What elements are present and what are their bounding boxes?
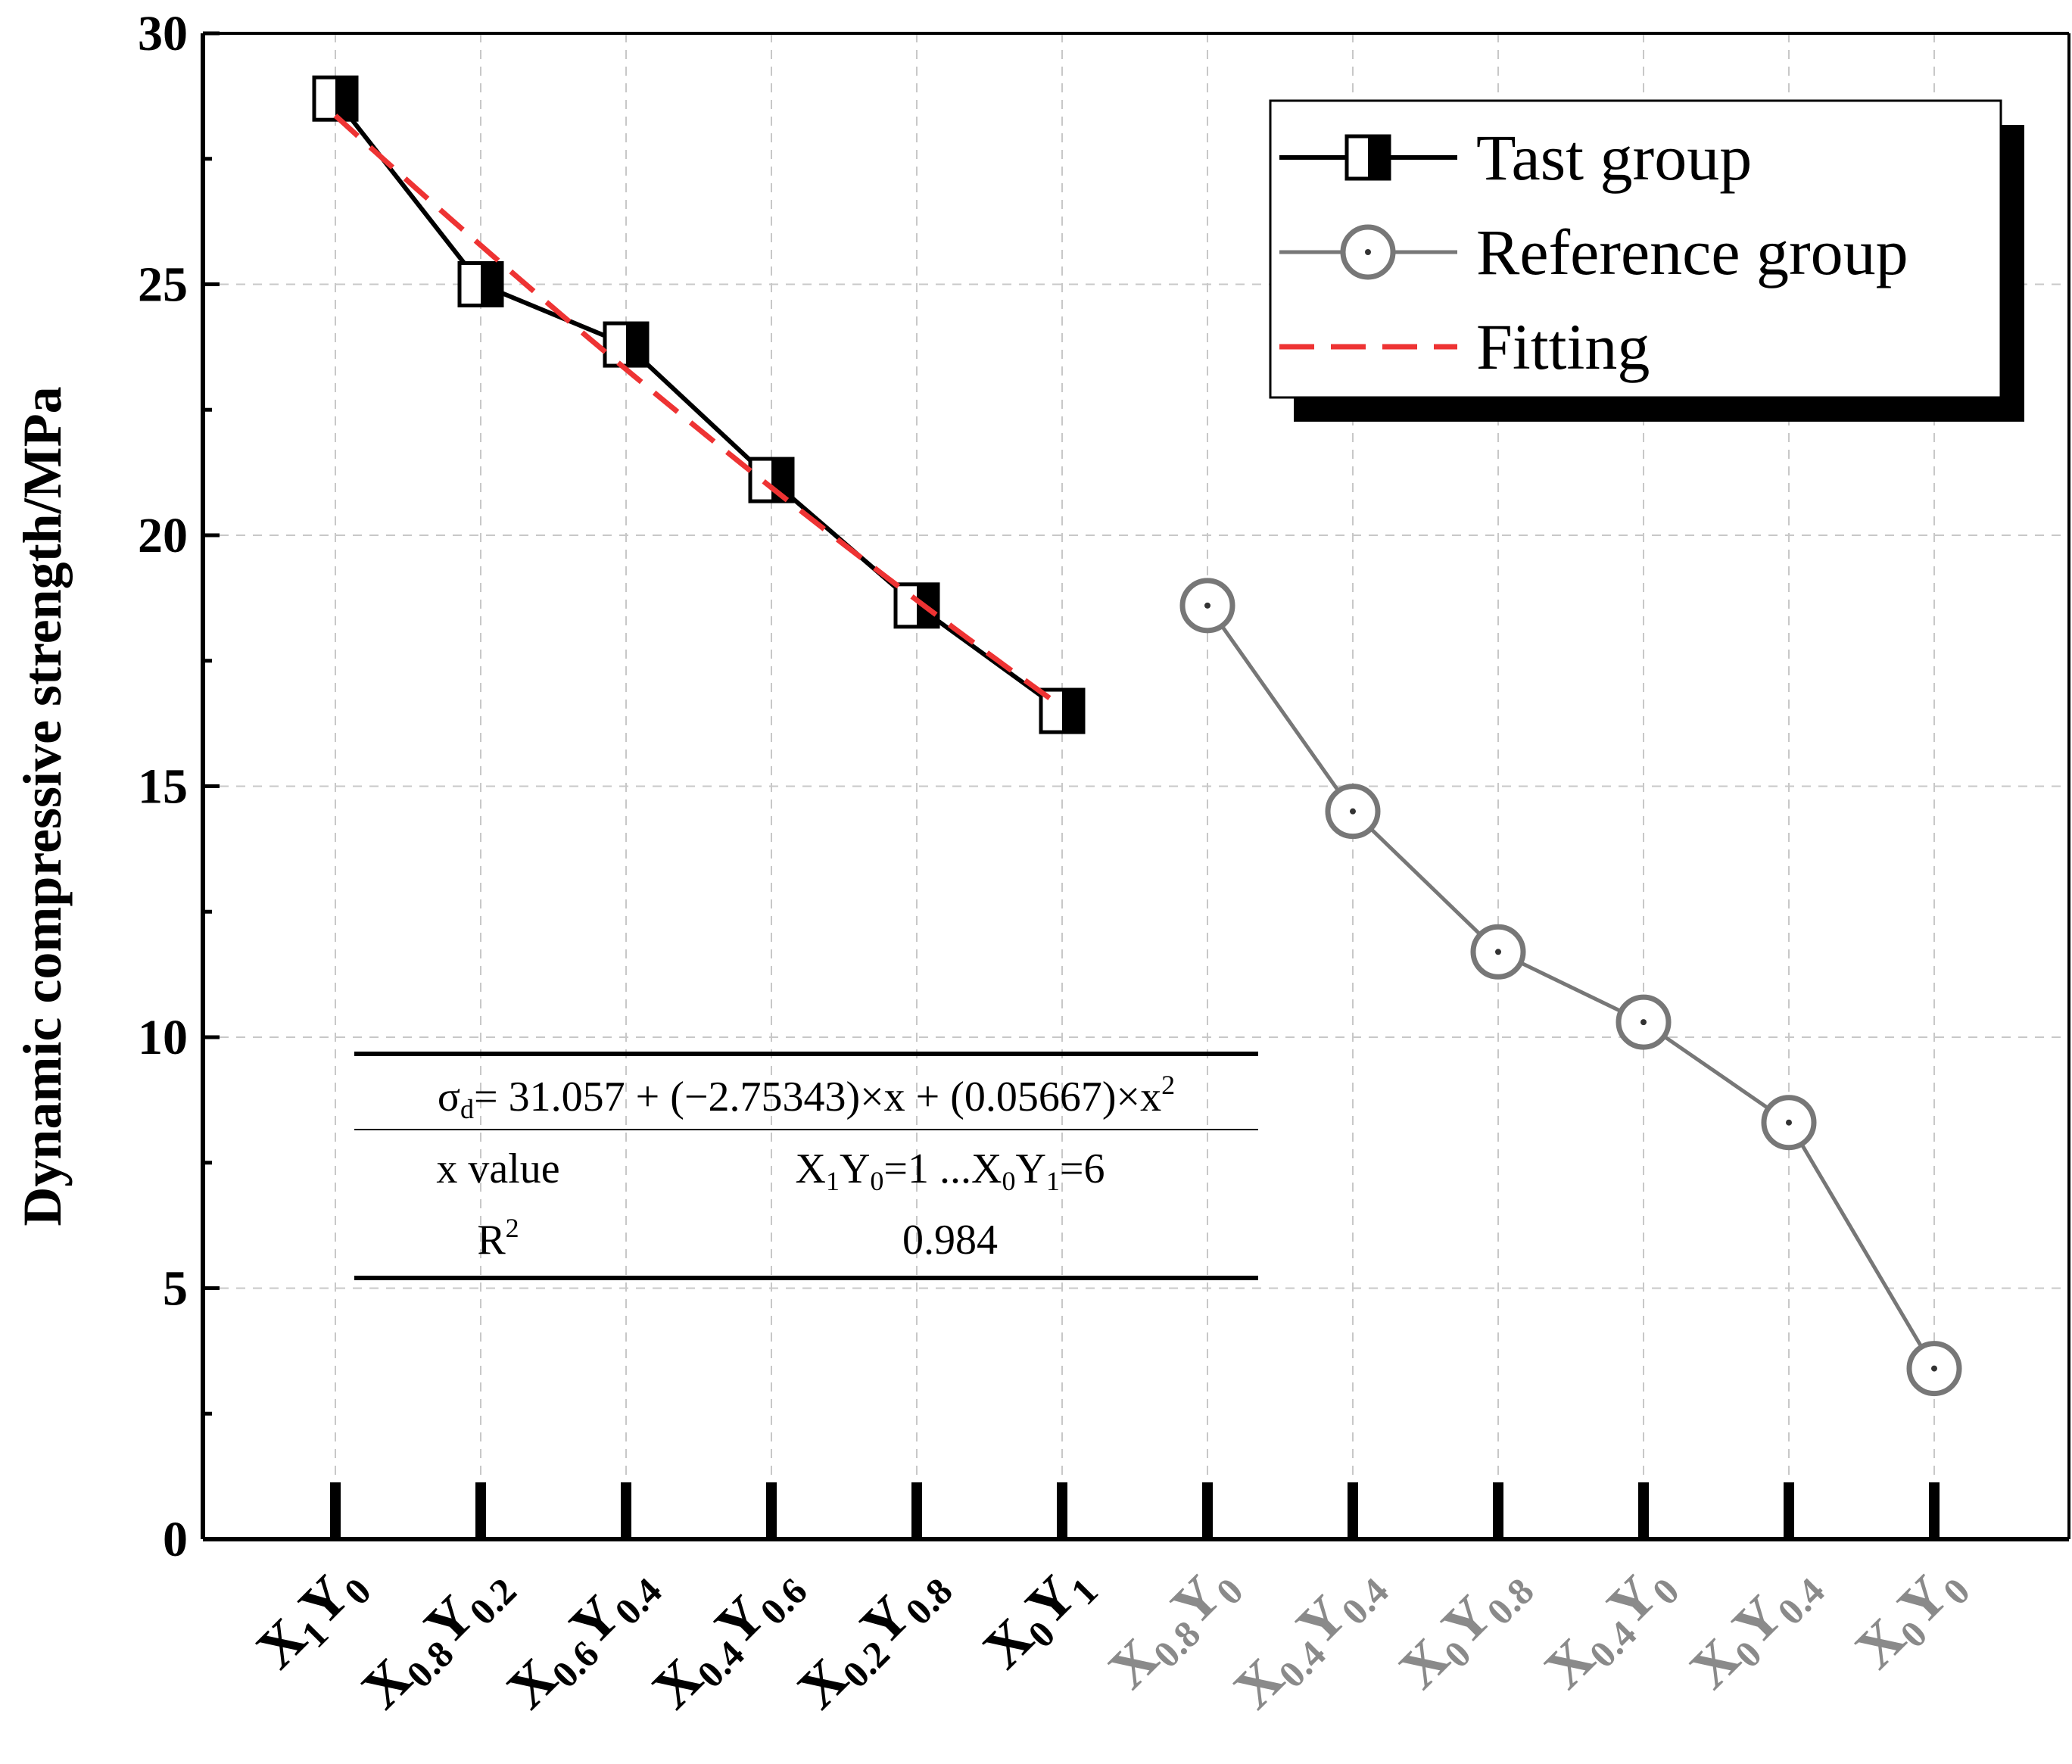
test-point-fill <box>481 263 502 306</box>
legend-item-test: Tast group <box>1279 121 1752 194</box>
x-tick-mark <box>1929 1482 1940 1539</box>
test-point-fill <box>1062 690 1083 733</box>
y-tick-label: 15 <box>138 759 188 815</box>
y-tick-label: 5 <box>163 1261 188 1317</box>
reference-point-dot <box>1786 1119 1792 1126</box>
y-axis-label: Dynamic compressive strength/MPa <box>12 386 73 1226</box>
x-tick-mark <box>475 1482 486 1539</box>
test-point-fill <box>335 77 357 120</box>
legend-item-fitting: Fitting <box>1279 310 1650 383</box>
x-tick-mark <box>621 1482 631 1539</box>
legend-test-marker-fill <box>1368 136 1389 179</box>
reference-point-dot <box>1931 1365 1937 1372</box>
reference-point-dot <box>1350 808 1356 815</box>
x-tick-mark <box>1638 1482 1649 1539</box>
reference-point-dot <box>1204 602 1210 609</box>
x-ticks <box>330 1482 1940 1539</box>
y-tick-label: 10 <box>138 1010 188 1065</box>
fit-equation: σd= 31.057 + (−2.75343)×x + (0.05667)×x2 <box>438 1070 1175 1124</box>
x-tick-mark <box>1057 1482 1067 1539</box>
x-tick-mark <box>766 1482 777 1539</box>
x-tick-mark <box>330 1482 341 1539</box>
fit-table: σd= 31.057 + (−2.75343)×x + (0.05667)×x2… <box>354 1052 1258 1280</box>
fit-r2-label: R2 <box>477 1213 519 1264</box>
test-point-fill <box>626 323 647 366</box>
legend-fitting-label: Fitting <box>1476 310 1650 383</box>
legend: Tast group Reference group Fitting <box>1269 99 2024 422</box>
x-tick-mark <box>911 1482 922 1539</box>
y-tick-label: 25 <box>138 257 188 313</box>
legend-test-label: Tast group <box>1476 121 1752 194</box>
x-tick-mark <box>1348 1482 1358 1539</box>
series <box>312 75 1962 1397</box>
x-tick-mark <box>1202 1482 1213 1539</box>
reference-series-line <box>1205 604 1936 1370</box>
legend-item-reference: Reference group <box>1279 216 1908 288</box>
x-tick-mark <box>1493 1482 1503 1539</box>
fit-r2-value: 0.984 <box>902 1217 998 1264</box>
y-tick-label: 0 <box>163 1512 188 1567</box>
fit-x-label: x value <box>436 1145 559 1192</box>
legend-reference-marker-dot <box>1365 249 1371 255</box>
test-series-line <box>333 97 1064 713</box>
y-tick-labels: 0 5 10 15 20 25 30 <box>138 6 220 1567</box>
y-tick-label: 20 <box>138 508 188 563</box>
x-tick-mark <box>1784 1482 1794 1539</box>
reference-point-dot <box>1640 1019 1647 1026</box>
legend-reference-label: Reference group <box>1476 216 1908 288</box>
fitting-curve <box>333 114 1064 709</box>
reference-point-dot <box>1495 949 1501 955</box>
fit-x-value: X1Y0=1 ...X0Y1=6 <box>796 1145 1105 1196</box>
y-tick-label: 30 <box>138 6 188 61</box>
